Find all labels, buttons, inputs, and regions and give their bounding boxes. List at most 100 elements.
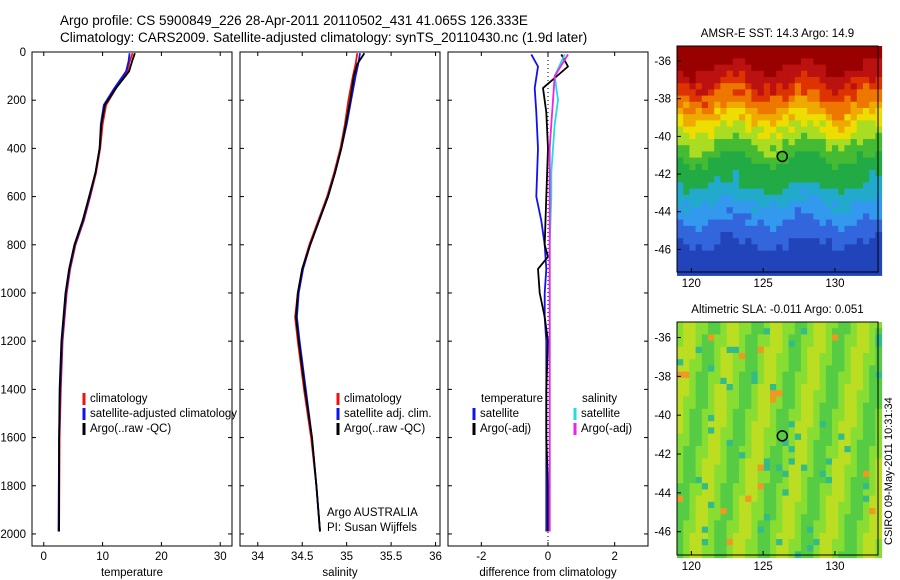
map-cell xyxy=(801,132,808,140)
map-cell xyxy=(813,340,821,348)
map-cell xyxy=(726,207,734,214)
map-cell xyxy=(745,126,752,134)
map-cell xyxy=(701,365,709,373)
map-cell xyxy=(782,439,790,447)
map-cell xyxy=(726,269,734,276)
map-cell xyxy=(819,157,827,165)
map-cell xyxy=(720,232,728,239)
map-cell xyxy=(757,201,765,208)
map-cell xyxy=(863,539,870,546)
map-cell xyxy=(782,238,790,245)
map-cell xyxy=(832,371,839,379)
map-cell xyxy=(683,477,690,484)
map-cell xyxy=(689,346,697,354)
map-cell xyxy=(813,52,821,59)
map-cell xyxy=(739,433,746,441)
map-cell xyxy=(708,439,715,447)
map-cell xyxy=(832,377,839,385)
map-cell xyxy=(726,433,734,441)
map-cell xyxy=(776,334,783,342)
map-cell xyxy=(776,520,783,528)
x-tick-label: 35 xyxy=(340,551,353,563)
map-cell xyxy=(720,322,728,329)
map-cell xyxy=(763,52,771,59)
map-cell xyxy=(701,415,709,422)
map-cell xyxy=(863,396,870,404)
map-cell xyxy=(801,328,808,335)
map-cell xyxy=(770,101,777,109)
map-cell xyxy=(732,346,740,354)
map-cell xyxy=(844,58,852,66)
map-cell xyxy=(788,101,796,109)
map-cell xyxy=(770,114,777,121)
map-cell xyxy=(782,470,790,478)
map-cell xyxy=(869,126,876,134)
map-cell xyxy=(720,126,728,134)
map-cell xyxy=(770,532,777,540)
map-cell xyxy=(856,539,864,546)
map-cell xyxy=(714,545,721,552)
map-cell xyxy=(751,470,759,478)
map-cell xyxy=(714,408,721,416)
map-cell xyxy=(838,114,845,121)
map-cell xyxy=(770,446,777,453)
map-cell xyxy=(714,384,721,391)
map-cell xyxy=(825,408,833,416)
map-cell xyxy=(807,145,814,152)
map-cell xyxy=(825,371,833,379)
map-cell xyxy=(720,139,728,146)
map-cell xyxy=(683,132,690,140)
map-cell xyxy=(770,126,777,134)
map-cell xyxy=(788,439,796,447)
map-cell xyxy=(801,219,808,227)
map-cell xyxy=(825,250,833,258)
map-cell xyxy=(677,477,684,484)
map-cell xyxy=(869,408,876,416)
map-cell xyxy=(689,176,697,183)
map-cell xyxy=(701,232,709,239)
map-cell xyxy=(763,58,771,66)
map-cell xyxy=(739,384,746,391)
map-cell xyxy=(708,219,715,227)
map-cell xyxy=(776,396,783,404)
map-cell xyxy=(726,346,734,354)
map-cell xyxy=(770,225,777,233)
map-cell xyxy=(677,120,684,128)
map-cell xyxy=(807,52,814,59)
map-cell xyxy=(726,244,734,252)
diff-temperature-legend-label: Argo(-adj) xyxy=(480,423,531,435)
map-cell xyxy=(863,157,870,165)
map-cell xyxy=(677,402,684,410)
map-cell xyxy=(850,176,858,183)
map-cell xyxy=(726,446,734,453)
map-cell xyxy=(788,244,796,252)
map-cell xyxy=(739,163,746,171)
map-cell xyxy=(708,269,715,276)
map-cell xyxy=(863,545,870,552)
map-cell xyxy=(782,182,790,190)
map-cell xyxy=(695,108,703,115)
map-cell xyxy=(813,139,821,146)
map-cell xyxy=(875,256,883,264)
x-tick-label: 35.5 xyxy=(380,551,402,563)
map-cell xyxy=(720,489,728,497)
map-cell xyxy=(813,539,821,546)
salinity-legend-label: climatology xyxy=(344,393,402,405)
map-cell xyxy=(708,371,715,379)
map-cell xyxy=(677,126,684,134)
map-cell xyxy=(683,269,690,276)
map-cell xyxy=(844,207,852,214)
map-cell xyxy=(701,483,709,490)
map-cell xyxy=(683,120,690,128)
map-cell xyxy=(689,353,697,360)
map-cell xyxy=(863,340,870,348)
map-cell xyxy=(819,213,827,221)
map-cell xyxy=(751,46,759,53)
map-cell xyxy=(850,322,858,329)
y-tick-label: 1800 xyxy=(0,481,26,493)
map-cell xyxy=(813,433,821,441)
map-cell xyxy=(875,176,883,183)
map-cell xyxy=(770,163,777,171)
map-y-tick-label: -36 xyxy=(654,333,671,345)
map-cell xyxy=(838,495,845,503)
